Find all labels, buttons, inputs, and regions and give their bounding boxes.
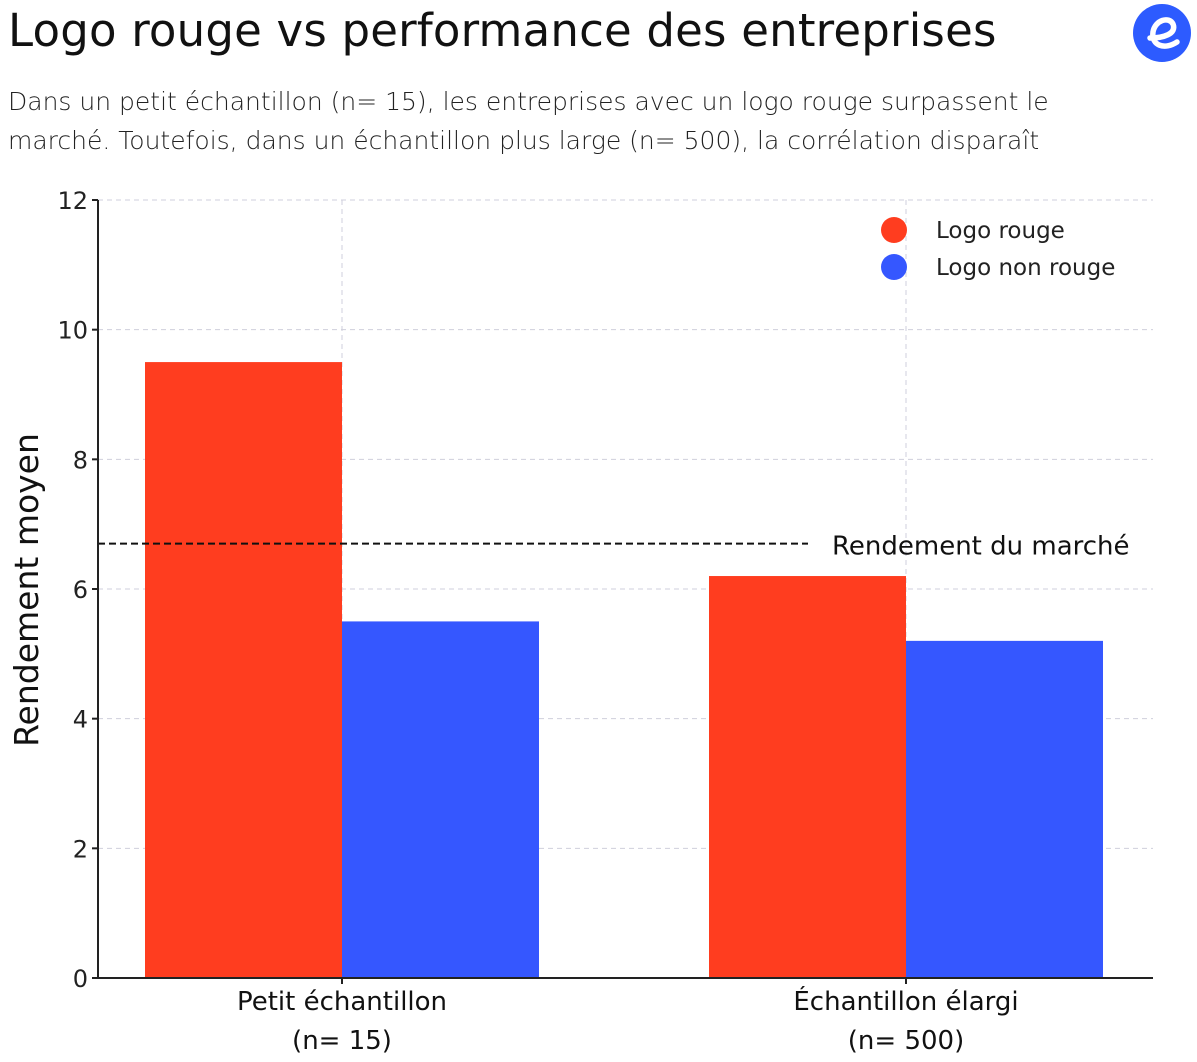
x-tick-label: Petit échantillon xyxy=(237,987,447,1017)
x-tick-label: Échantillon élargi xyxy=(793,985,1018,1017)
chart-title: Logo rouge vs performance des entreprise… xyxy=(8,4,997,57)
x-tick-label: (n= 500) xyxy=(848,1026,964,1056)
x-tick-label: (n= 15) xyxy=(292,1026,392,1056)
y-tick-label: 0 xyxy=(73,965,88,993)
legend-label: Logo rouge xyxy=(936,218,1065,244)
y-tick-label: 4 xyxy=(73,706,88,734)
y-tick-label: 12 xyxy=(57,187,88,215)
logo-letter-e xyxy=(1147,17,1180,49)
y-tick-label: 8 xyxy=(73,446,88,474)
y-tick-label: 10 xyxy=(57,317,88,345)
chart-subtitle: Dans un petit échantillon (n= 15), les e… xyxy=(8,87,1049,155)
y-tick-label: 2 xyxy=(73,835,88,863)
legend-marker-red xyxy=(881,217,907,243)
bar-nonred-0 xyxy=(342,621,539,978)
market-return-label: Rendement du marché xyxy=(832,532,1130,562)
logo-circle xyxy=(1133,4,1191,62)
legend-marker-nonred xyxy=(881,254,907,280)
bar-red-1 xyxy=(709,576,906,978)
bar-nonred-1 xyxy=(906,640,1103,978)
e-logo-icon xyxy=(1133,4,1191,62)
bar-red-0 xyxy=(145,362,342,978)
legend-label: Logo non rouge xyxy=(936,255,1115,281)
y-tick-label: 6 xyxy=(73,576,88,604)
y-axis-title: Rendement moyen xyxy=(7,433,46,747)
